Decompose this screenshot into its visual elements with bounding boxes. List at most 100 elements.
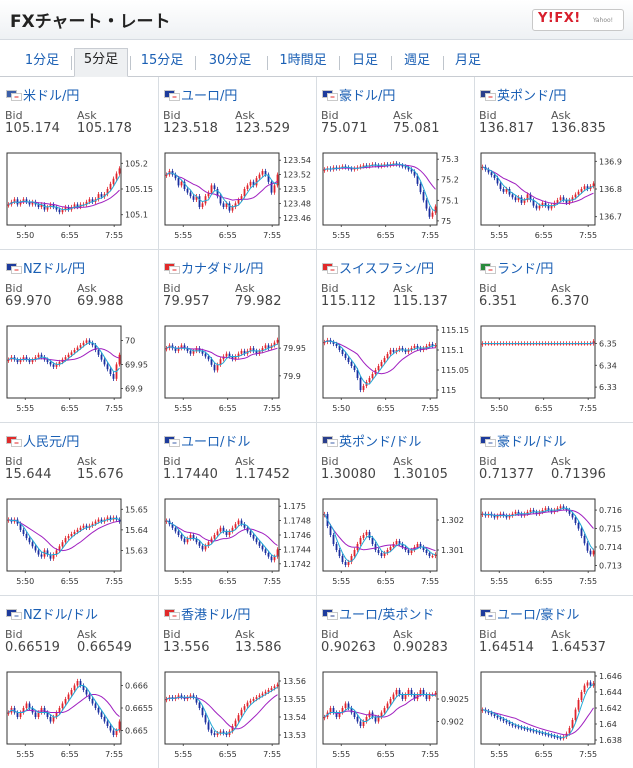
candle	[577, 523, 580, 529]
pair-link[interactable]: NZドル/ドル	[6, 604, 98, 623]
candlestick-chart[interactable]: 105.2 105.15 105.1 5:50 6:55 7:55	[5, 149, 157, 241]
candle	[374, 717, 377, 722]
ask-label: Ask	[393, 282, 413, 295]
currency-flag-icon	[6, 90, 22, 101]
candle	[481, 513, 484, 515]
candlestick-chart[interactable]: 0.9025 0.902 5:55 6:55 7:55	[321, 668, 473, 760]
candle	[514, 725, 517, 727]
candlestick-chart[interactable]: 13.56 13.55 13.54 13.53 5:55 6:55 7:55	[163, 668, 315, 760]
bid-label: Bid	[479, 455, 497, 468]
candlestick-chart[interactable]: 115.15 115.1 115.05 115 5:50 6:55 7:55	[321, 322, 473, 414]
candle	[219, 731, 222, 734]
y-tick-label: 1.1744	[283, 545, 311, 554]
candlestick-chart[interactable]: 0.666 0.6655 0.665 5:55 6:55 7:55	[5, 668, 157, 760]
x-tick-label: 7:55	[579, 577, 597, 586]
candle	[270, 556, 273, 561]
y-tick-label: 15.65	[125, 505, 148, 514]
pair-link[interactable]: NZドル/円	[6, 258, 86, 277]
bid-value: 115.112	[321, 294, 377, 309]
candle	[329, 708, 332, 713]
candle	[365, 532, 368, 535]
tab-7[interactable]: 月足	[454, 53, 481, 68]
chart-svg: 6.35 6.34 6.33 5:50 6:55 7:55	[480, 325, 617, 413]
candlestick-chart[interactable]: 79.95 79.9 5:55 6:55 7:55	[163, 322, 315, 414]
candle	[428, 344, 431, 346]
candle	[85, 525, 88, 528]
tab-0[interactable]: 1分足	[24, 53, 60, 68]
pair-link[interactable]: 英ポンド/円	[480, 85, 566, 104]
candle	[58, 209, 61, 213]
candle	[177, 531, 180, 535]
candle	[25, 533, 28, 539]
tab-6[interactable]: 週足	[403, 53, 430, 68]
tab-5[interactable]: 日足	[351, 53, 378, 68]
pair-link[interactable]: ユーロ/豪ドル	[480, 604, 580, 623]
candle	[496, 716, 499, 718]
ask-label: Ask	[393, 455, 413, 468]
candlestick-chart[interactable]: 70 69.95 69.9 5:55 6:55 7:55	[5, 322, 157, 414]
candle	[344, 703, 347, 708]
candle	[255, 538, 258, 543]
tab-1[interactable]: 5分足	[74, 48, 128, 77]
candle	[249, 531, 252, 535]
candlestick-chart[interactable]: 1.302 1.301 5:55 6:55 7:55	[321, 495, 473, 587]
x-tick-label: 7:55	[579, 231, 597, 240]
candle	[49, 554, 52, 559]
candlestick-chart[interactable]: 75.3 75.2 75.1 75 5:55 6:55 7:55	[321, 149, 473, 241]
pair-link[interactable]: 米ドル/円	[6, 85, 79, 104]
candle	[365, 717, 368, 722]
candle	[568, 200, 571, 203]
pair-name: NZドル/円	[23, 262, 86, 277]
x-tick-label: 7:55	[421, 231, 439, 240]
candle	[118, 721, 121, 731]
pair-link[interactable]: 香港ドル/円	[164, 604, 250, 623]
rate-grid: 米ドル/円 Bid Ask 105.174 105.178 105.2 105.15 105.…	[0, 77, 633, 768]
pair-link[interactable]: ユーロ/英ポンド	[322, 604, 434, 623]
candlestick-chart[interactable]: 6.35 6.34 6.33 5:50 6:55 7:55	[479, 322, 631, 414]
pair-link[interactable]: 豪ドル/円	[322, 85, 396, 104]
pair-link[interactable]: カナダドル/円	[164, 258, 263, 277]
candle	[568, 343, 571, 345]
candle	[377, 550, 380, 553]
quote-flag-icon	[485, 439, 496, 447]
candlestick-chart[interactable]: 1.175 1.1748 1.1746 1.1744 1.1742 5:55 6:55 7:5…	[163, 495, 315, 587]
candle	[526, 343, 529, 345]
yahoo-fx-logo[interactable]: Y!FX! Yahoo!	[532, 9, 624, 31]
pair-link[interactable]: 豪ドル/ドル	[480, 431, 566, 450]
candle	[329, 526, 332, 535]
x-tick-label: 5:55	[490, 750, 508, 759]
y-tick-label: 0.716	[599, 506, 622, 515]
pair-link[interactable]: ユーロ/ドル	[164, 431, 250, 450]
candlestick-chart[interactable]: 123.54 123.52 123.5 123.48 123.46 5:55 6:55 7:5…	[163, 149, 315, 241]
candle	[213, 185, 216, 189]
pair-link[interactable]: スイスフラン/円	[322, 258, 434, 277]
bid-label: Bid	[479, 109, 497, 122]
candle	[535, 731, 538, 733]
y-tick-label: 79.9	[283, 372, 301, 381]
ma-short-line	[166, 343, 278, 366]
candlestick-chart[interactable]: 136.9 136.8 136.7 5:55 6:55 7:55	[479, 149, 631, 241]
pair-link[interactable]: ランド/円	[480, 258, 553, 277]
candlestick-chart[interactable]: 0.716 0.715 0.714 0.713 5:55 6:55 7:55	[479, 495, 631, 587]
candle	[46, 207, 49, 210]
candle	[64, 699, 67, 704]
candle	[341, 350, 344, 354]
pair-link[interactable]: 人民元/円	[6, 431, 79, 450]
pair-link[interactable]: ユーロ/円	[164, 85, 237, 104]
tab-2[interactable]: 15分足	[140, 53, 184, 68]
pair-name: 豪ドル/円	[339, 89, 396, 104]
y-tick-label: 123.52	[283, 171, 311, 180]
candle	[404, 166, 407, 168]
pair-name: ユーロ/豪ドル	[497, 608, 580, 623]
tab-4[interactable]: 1時間足	[279, 53, 327, 68]
candlestick-chart[interactable]: 15.65 15.64 15.63 5:50 6:55 7:55	[5, 495, 157, 587]
candlestick-chart[interactable]: 1.646 1.644 1.642 1.64 1.638 5:55 6:55 7:55	[479, 668, 631, 760]
candle	[347, 703, 350, 708]
currency-flag-icon	[480, 263, 496, 274]
candle	[374, 544, 377, 550]
y-tick-label: 105.2	[125, 159, 148, 168]
plot-frame	[322, 498, 438, 572]
candle	[70, 352, 73, 355]
tab-3[interactable]: 30分足	[208, 53, 252, 68]
pair-link[interactable]: 英ポンド/ドル	[322, 431, 421, 450]
